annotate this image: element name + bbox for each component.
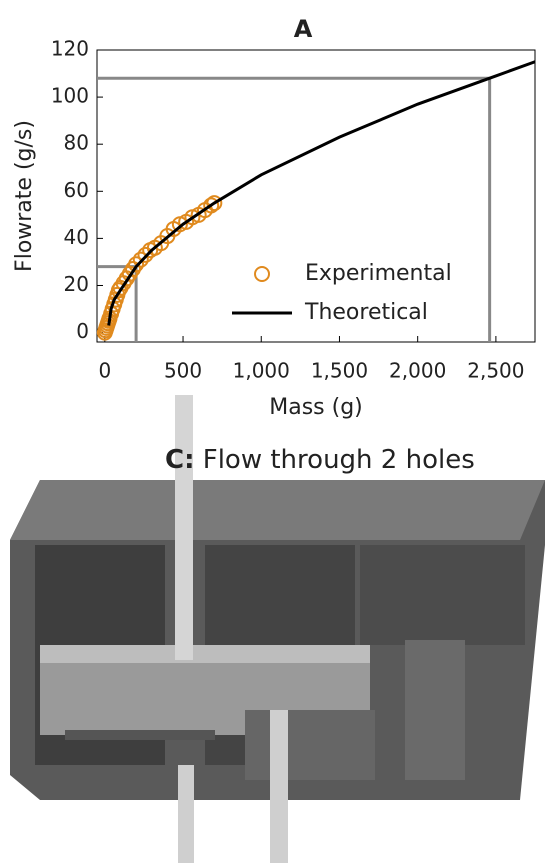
x-tick-label: 0: [98, 359, 111, 383]
legend-marker: [254, 266, 270, 282]
data-point: [132, 251, 149, 268]
y-tick-label: 100: [51, 84, 89, 108]
guide-line: [97, 76, 492, 342]
x-tick-label: 2,000: [389, 359, 446, 383]
y-tick-label: 20: [64, 272, 89, 296]
render: [10, 395, 545, 863]
y-axis-label: Flowrate (g/s): [12, 120, 37, 272]
legend-label: Theoretical: [304, 300, 428, 325]
panel-c-title: C: Flow through 2 holes: [165, 445, 475, 475]
x-tick-label: 2,500: [467, 359, 524, 383]
data-point: [203, 197, 220, 214]
x-tick-label: 1,500: [311, 359, 368, 383]
y-tick-label: 40: [64, 225, 89, 249]
legend-label: Experimental: [305, 261, 452, 286]
curve: [107, 60, 536, 326]
panel-c-label: C:: [165, 445, 194, 475]
plot-frame: [96, 49, 536, 343]
panel-c-text: Flow through 2 holes: [203, 445, 475, 475]
y-tick-label: 0: [76, 319, 89, 343]
plot: 0 20 40 60 80 100 120 0 500 1,000 1,500 2,000 2,500 E…: [51, 37, 536, 383]
data-point: [206, 195, 223, 212]
y-tick-label: 60: [64, 178, 89, 202]
x-tick-label: 1,000: [233, 359, 290, 383]
y-tick-label: 80: [64, 131, 89, 155]
x-axis-label: Mass (g): [269, 395, 363, 420]
chart-title: A: [294, 15, 313, 43]
data-point: [128, 256, 145, 273]
x-tick-label: 500: [164, 359, 202, 383]
y-tick-label: 120: [51, 37, 89, 61]
